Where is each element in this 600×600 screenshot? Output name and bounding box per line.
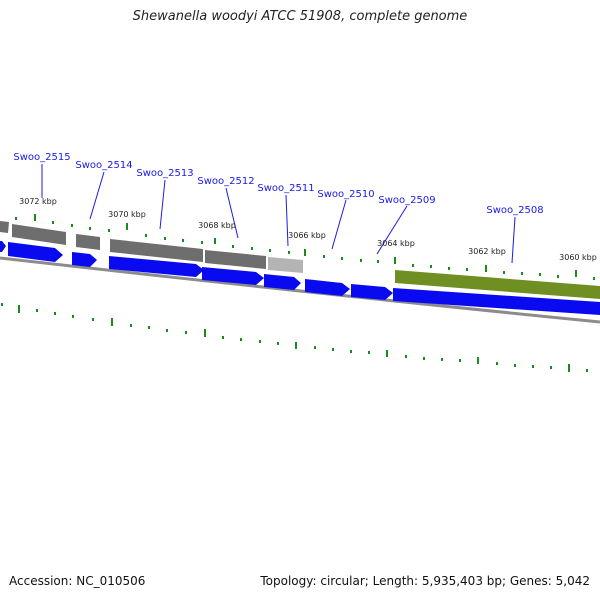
gene-label: Swoo_2512 bbox=[197, 176, 254, 187]
kbp-label: 3064 kbp bbox=[377, 239, 415, 248]
kbp-label: 3060 kbp bbox=[559, 253, 597, 262]
cds-arrow-1 bbox=[0, 241, 6, 252]
cds-arrow-4 bbox=[109, 256, 204, 277]
gene-labels: Swoo_2515 Swoo_2514 Swoo_2513 Swoo_2512 … bbox=[13, 152, 543, 216]
cds-arrow-8 bbox=[351, 284, 393, 300]
gene-label: Swoo_2513 bbox=[136, 168, 193, 179]
genome-summary-text: Topology: circular; Length: 5,935,403 bp… bbox=[260, 574, 590, 588]
cds-arrow-9 bbox=[393, 288, 600, 315]
cds-track bbox=[0, 241, 600, 315]
upper-ticks bbox=[15, 214, 595, 280]
gray-feature-3 bbox=[76, 234, 100, 250]
gene-leaders bbox=[41, 164, 516, 264]
kbp-label: 3070 kbp bbox=[108, 210, 146, 219]
gene-label: Swoo_2508 bbox=[486, 205, 543, 216]
backbone-ring bbox=[0, 256, 600, 324]
gene-label: Swoo_2514 bbox=[75, 160, 132, 171]
kbp-label: 3066 kbp bbox=[288, 231, 326, 240]
feature-track bbox=[0, 221, 600, 299]
highlight-feature bbox=[395, 270, 600, 299]
gray-feature-4 bbox=[110, 239, 203, 262]
accession-text: Accession: NC_010506 bbox=[9, 574, 146, 588]
cds-arrow-6 bbox=[264, 274, 301, 290]
kbp-label: 3072 kbp bbox=[19, 197, 57, 206]
cds-arrow-5 bbox=[202, 267, 264, 285]
gray-feature-5 bbox=[205, 250, 266, 269]
lower-ticks bbox=[1, 303, 588, 372]
kbp-labels: 3072 kbp 3070 kbp 3068 kbp 3066 kbp 3064… bbox=[19, 197, 597, 262]
gene-label: Swoo_2515 bbox=[13, 152, 70, 163]
kbp-label: 3068 kbp bbox=[198, 221, 236, 230]
kbp-label: 3062 kbp bbox=[468, 247, 506, 256]
cds-arrow-3 bbox=[72, 252, 97, 267]
light-gray-feature bbox=[268, 257, 303, 273]
gene-label: Swoo_2509 bbox=[378, 195, 435, 206]
map-title: Shewanella woodyi ATCC 51908, complete g… bbox=[132, 9, 468, 24]
gene-label: Swoo_2511 bbox=[257, 183, 314, 194]
cds-arrow-2 bbox=[8, 242, 63, 262]
gray-feature-2 bbox=[12, 224, 66, 245]
cds-arrow-7 bbox=[305, 279, 350, 296]
gene-label: Swoo_2510 bbox=[317, 189, 374, 200]
gray-feature-1 bbox=[0, 221, 9, 233]
